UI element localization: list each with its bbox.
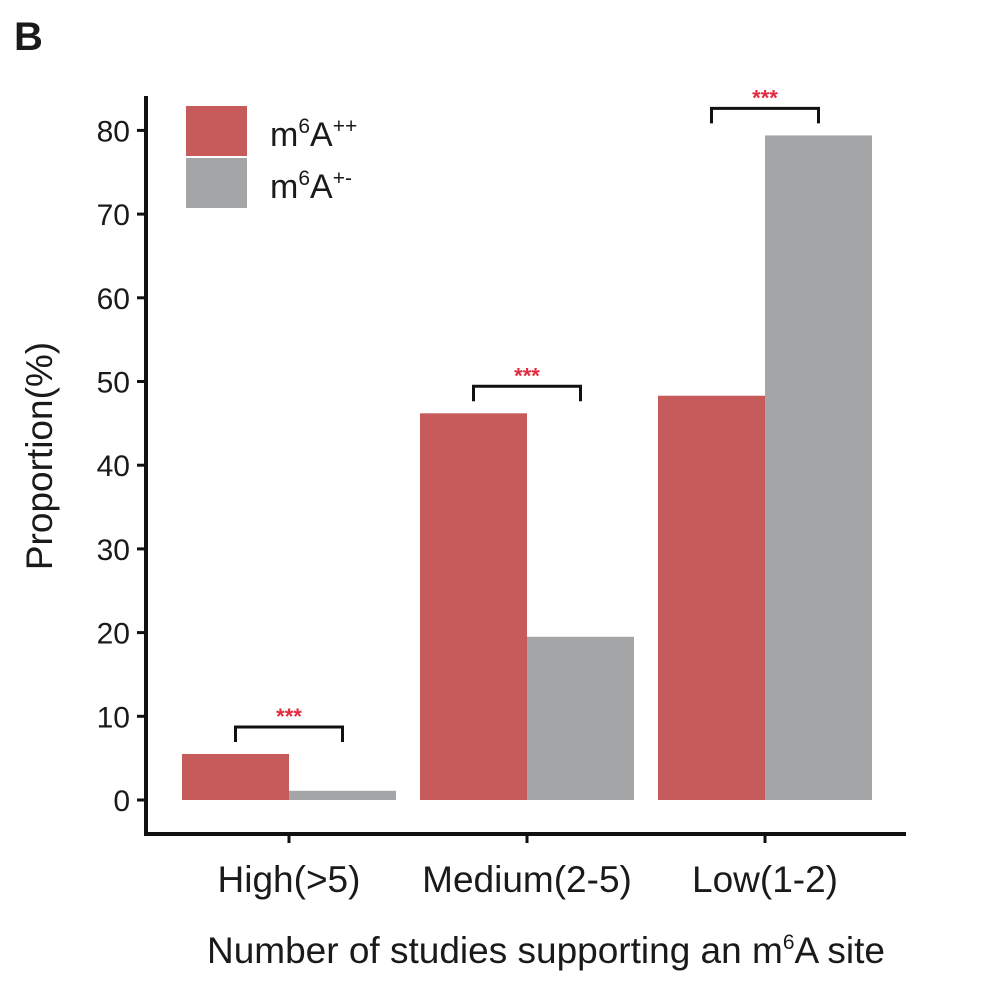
significance-bracket-0 xyxy=(234,725,344,742)
y-tick-label-50: 50 xyxy=(97,367,130,400)
x-tick-label-1: Medium(2-5) xyxy=(422,859,632,900)
y-tick-label-60: 60 xyxy=(97,283,130,316)
legend-label-m6a-pp: m6A++ xyxy=(270,115,357,154)
bars-group xyxy=(182,135,872,800)
bar-m6a-pm-2 xyxy=(765,135,872,800)
y-tick-label-30: 30 xyxy=(97,534,130,567)
legend-swatch-m6a-pp xyxy=(186,106,247,156)
bar-m6a-pp-0 xyxy=(182,753,289,800)
y-tick-label-80: 80 xyxy=(97,115,130,148)
bar-m6a-pp-1 xyxy=(420,413,527,800)
legend-label-m6a-pm: m6A+- xyxy=(270,167,352,206)
bar-m6a-pp-2 xyxy=(658,395,765,800)
bar-m6a-pm-1 xyxy=(527,636,634,800)
legend: m6A++ m6A+- xyxy=(186,106,357,208)
legend-swatch-m6a-pm xyxy=(186,158,247,208)
y-axis-title: Proportion(%) xyxy=(19,342,60,570)
x-tick-label-0: High(>5) xyxy=(218,859,361,900)
significance-label-2: *** xyxy=(752,85,778,110)
significance-label-1: *** xyxy=(514,363,540,388)
y-tick-label-20: 20 xyxy=(97,618,130,651)
significance-label-0: *** xyxy=(276,704,302,729)
y-tick-label-70: 70 xyxy=(97,199,130,232)
axes-group: 0 10 20 30 40 50 60 70 80 High(>5) Medium(2-5) Low(… xyxy=(97,96,906,900)
y-tick-label-0: 0 xyxy=(113,785,130,818)
significance-bracket-2 xyxy=(710,106,820,124)
significance-group: *** *** *** xyxy=(234,85,820,742)
significance-bracket-1 xyxy=(472,384,582,402)
bar-m6a-pm-0 xyxy=(289,790,396,800)
y-tick-label-10: 10 xyxy=(97,701,130,734)
y-tick-label-40: 40 xyxy=(97,450,130,483)
x-axis-title: Number of studies supporting an m6A site xyxy=(207,930,885,971)
panel-label: B xyxy=(14,15,43,59)
x-tick-label-2: Low(1-2) xyxy=(692,859,838,900)
